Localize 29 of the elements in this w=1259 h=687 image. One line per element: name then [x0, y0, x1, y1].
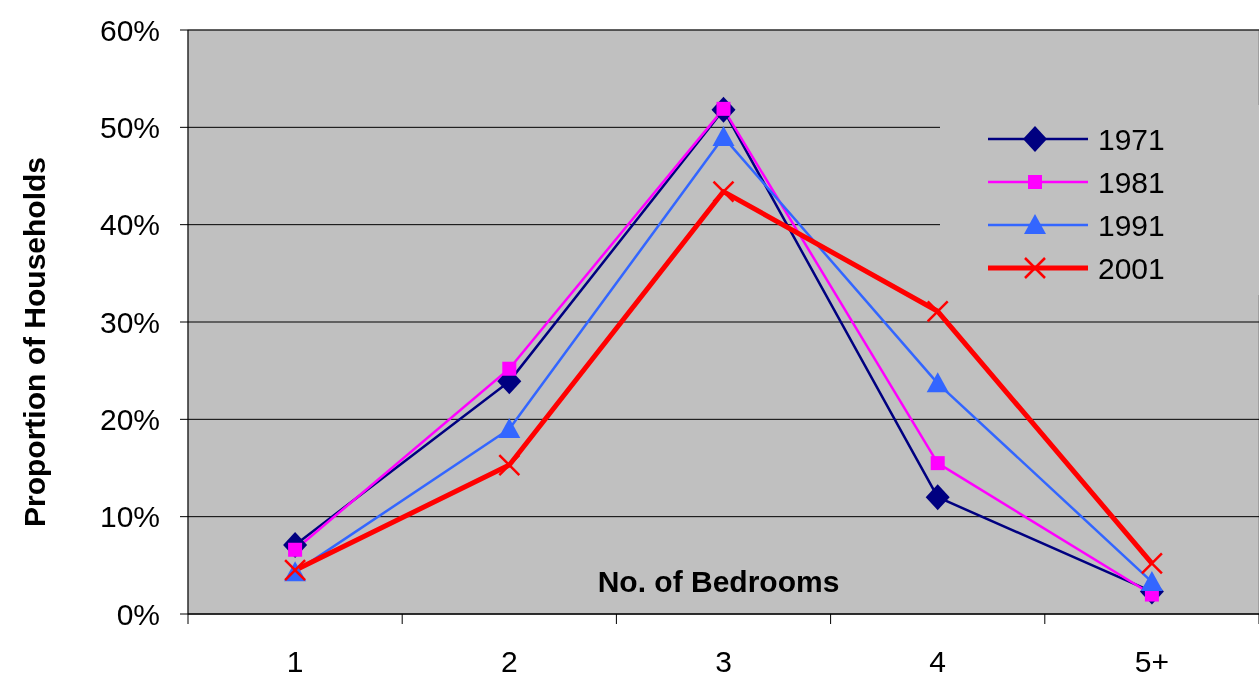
point: [926, 300, 949, 323]
y-tick-label: 50%: [99, 110, 160, 144]
y-tick-label: 10%: [99, 500, 160, 534]
y-tick-label: 40%: [99, 208, 160, 242]
x-tick-label: 3: [715, 645, 732, 678]
y-tick-label: 60%: [99, 13, 160, 47]
point: [498, 418, 521, 439]
point: [502, 361, 517, 376]
y-tick-label: 30%: [99, 305, 160, 339]
point: [712, 180, 735, 203]
point: [712, 126, 735, 147]
x-tick-label: 1: [286, 645, 304, 678]
point: [498, 453, 521, 477]
point: [925, 484, 950, 511]
y-axis-title: Proportion of Households: [18, 157, 51, 527]
x-axis-title: No. of Bedrooms: [597, 565, 840, 598]
point: [926, 372, 949, 393]
point: [1140, 570, 1163, 591]
x-tick-label: 4: [929, 645, 947, 678]
y-tick-label: 20%: [99, 402, 160, 436]
point: [930, 456, 945, 471]
legend-label: 2001: [1098, 251, 1165, 285]
legend-label: 1971: [1098, 122, 1165, 156]
x-tick-label: 5+: [1134, 645, 1170, 678]
x-tick-label: 2: [500, 645, 518, 678]
y-tick-label: 0%: [116, 597, 160, 631]
legend-label: 1991: [1098, 208, 1165, 242]
point: [1140, 552, 1164, 575]
legend-label: 1981: [1098, 165, 1165, 199]
